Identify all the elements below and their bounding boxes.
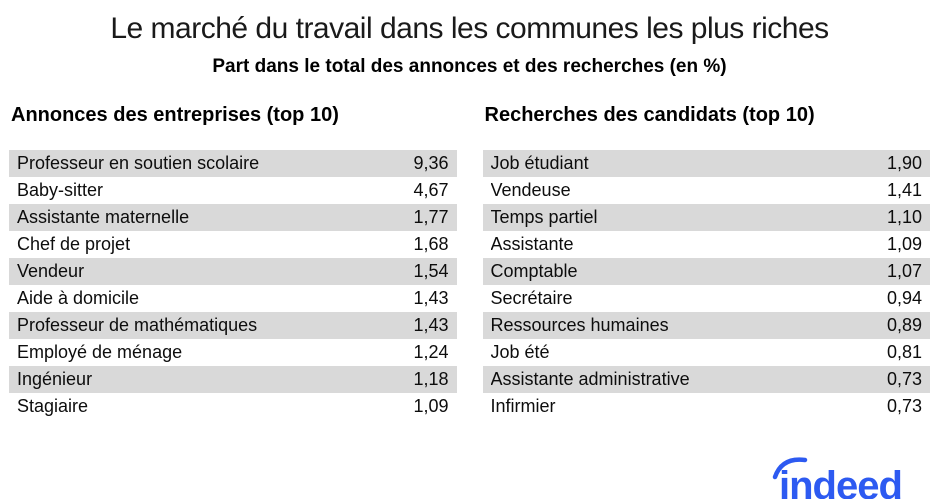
table-row: Secrétaire 0,94 xyxy=(483,285,931,312)
row-label: Chef de projet xyxy=(17,234,131,254)
page-subtitle: Part dans le total des annonces et des r… xyxy=(212,56,727,77)
row-label: Assistante xyxy=(490,234,574,254)
table-row: Comptable 1,07 xyxy=(482,258,930,285)
row-value: 1,09 xyxy=(886,234,922,254)
table-row: Professeur de mathématiques 1,43 xyxy=(9,312,457,339)
row-label: Baby-sitter xyxy=(17,180,104,200)
table-row: Aide à domicile 1,43 xyxy=(9,285,457,312)
table-row: Infirmier 0,73 xyxy=(483,393,931,420)
row-label: Professeur en soutien scolaire xyxy=(17,153,260,173)
row-label: Ressources humaines xyxy=(490,315,669,335)
table-row: Job étudiant 1,90 xyxy=(482,150,930,177)
row-value: 0,89 xyxy=(886,315,922,335)
table-row: Professeur en soutien scolaire 9,36 xyxy=(9,150,457,177)
row-value: 0,81 xyxy=(886,342,922,362)
row-label: Job étudiant xyxy=(490,153,589,173)
row-value: 1,90 xyxy=(886,153,922,173)
row-label: Professeur de mathématiques xyxy=(17,315,258,335)
table-row: Employé de ménage 1,24 xyxy=(9,339,457,366)
table-row: Assistante maternelle 1,77 xyxy=(9,204,457,231)
row-value: 0,73 xyxy=(886,396,922,416)
row-label: Employé de ménage xyxy=(17,342,183,362)
column-header-recherches: Recherches des candidats (top 10) xyxy=(484,104,815,126)
table-row: Baby-sitter 4,67 xyxy=(9,177,457,204)
row-label: Aide à domicile xyxy=(17,288,140,308)
row-label: Infirmier xyxy=(490,396,556,416)
row-value: 1,54 xyxy=(413,261,449,281)
row-label: Stagiaire xyxy=(17,396,89,416)
table-row: Assistante administrative 0,73 xyxy=(482,366,930,393)
table-row: Job été 0,81 xyxy=(483,339,931,366)
row-label: Vendeuse xyxy=(490,180,571,200)
row-value: 0,94 xyxy=(886,288,922,308)
row-value: 1,24 xyxy=(413,342,449,362)
table-row: Ressources humaines 0,89 xyxy=(482,312,930,339)
table-row: Vendeur 1,54 xyxy=(9,258,457,285)
indeed-logo: indeed xyxy=(772,457,903,499)
row-value: 1,09 xyxy=(413,396,449,416)
page-title: Le marché du travail dans les communes l… xyxy=(110,12,829,45)
row-value: 4,67 xyxy=(413,180,449,200)
table-row: Stagiaire 1,09 xyxy=(9,393,457,420)
column-annonces: Annonces des entreprises (top 10) Profes… xyxy=(9,104,457,420)
indeed-logo-text: indeed xyxy=(779,464,902,499)
column-header-annonces: Annonces des entreprises (top 10) xyxy=(11,104,339,126)
row-value: 1,77 xyxy=(413,207,449,227)
table-row: Vendeuse 1,41 xyxy=(483,177,931,204)
row-label: Job été xyxy=(490,342,550,362)
table-recherches: Job étudiant 1,90 Vendeuse 1,41 Temps pa… xyxy=(482,150,931,420)
column-recherches: Recherches des candidats (top 10) Job ét… xyxy=(482,104,931,420)
tables-container: Annonces des entreprises (top 10) Profes… xyxy=(0,104,939,420)
row-value: 1,18 xyxy=(413,369,449,389)
row-value: 1,43 xyxy=(413,315,449,335)
row-value: 9,36 xyxy=(413,153,449,173)
table-row: Chef de projet 1,68 xyxy=(9,231,457,258)
row-label: Ingénieur xyxy=(17,369,93,389)
indeed-logo-swoosh-icon xyxy=(772,457,808,480)
row-value: 0,73 xyxy=(886,369,922,389)
row-label: Assistante maternelle xyxy=(17,207,190,227)
row-label: Secrétaire xyxy=(490,288,573,308)
row-value: 1,43 xyxy=(413,288,449,308)
table-row: Ingénieur 1,18 xyxy=(9,366,457,393)
row-value: 1,10 xyxy=(886,207,922,227)
row-label: Assistante administrative xyxy=(490,369,690,389)
row-label: Vendeur xyxy=(17,261,85,281)
table-row: Temps partiel 1,10 xyxy=(482,204,930,231)
row-label: Comptable xyxy=(490,261,578,281)
row-value: 1,68 xyxy=(413,234,449,254)
row-value: 1,07 xyxy=(886,261,922,281)
table-annonces: Professeur en soutien scolaire 9,36 Baby… xyxy=(9,150,457,420)
row-value: 1,41 xyxy=(886,180,922,200)
row-label: Temps partiel xyxy=(490,207,598,227)
table-row: Assistante 1,09 xyxy=(483,231,931,258)
